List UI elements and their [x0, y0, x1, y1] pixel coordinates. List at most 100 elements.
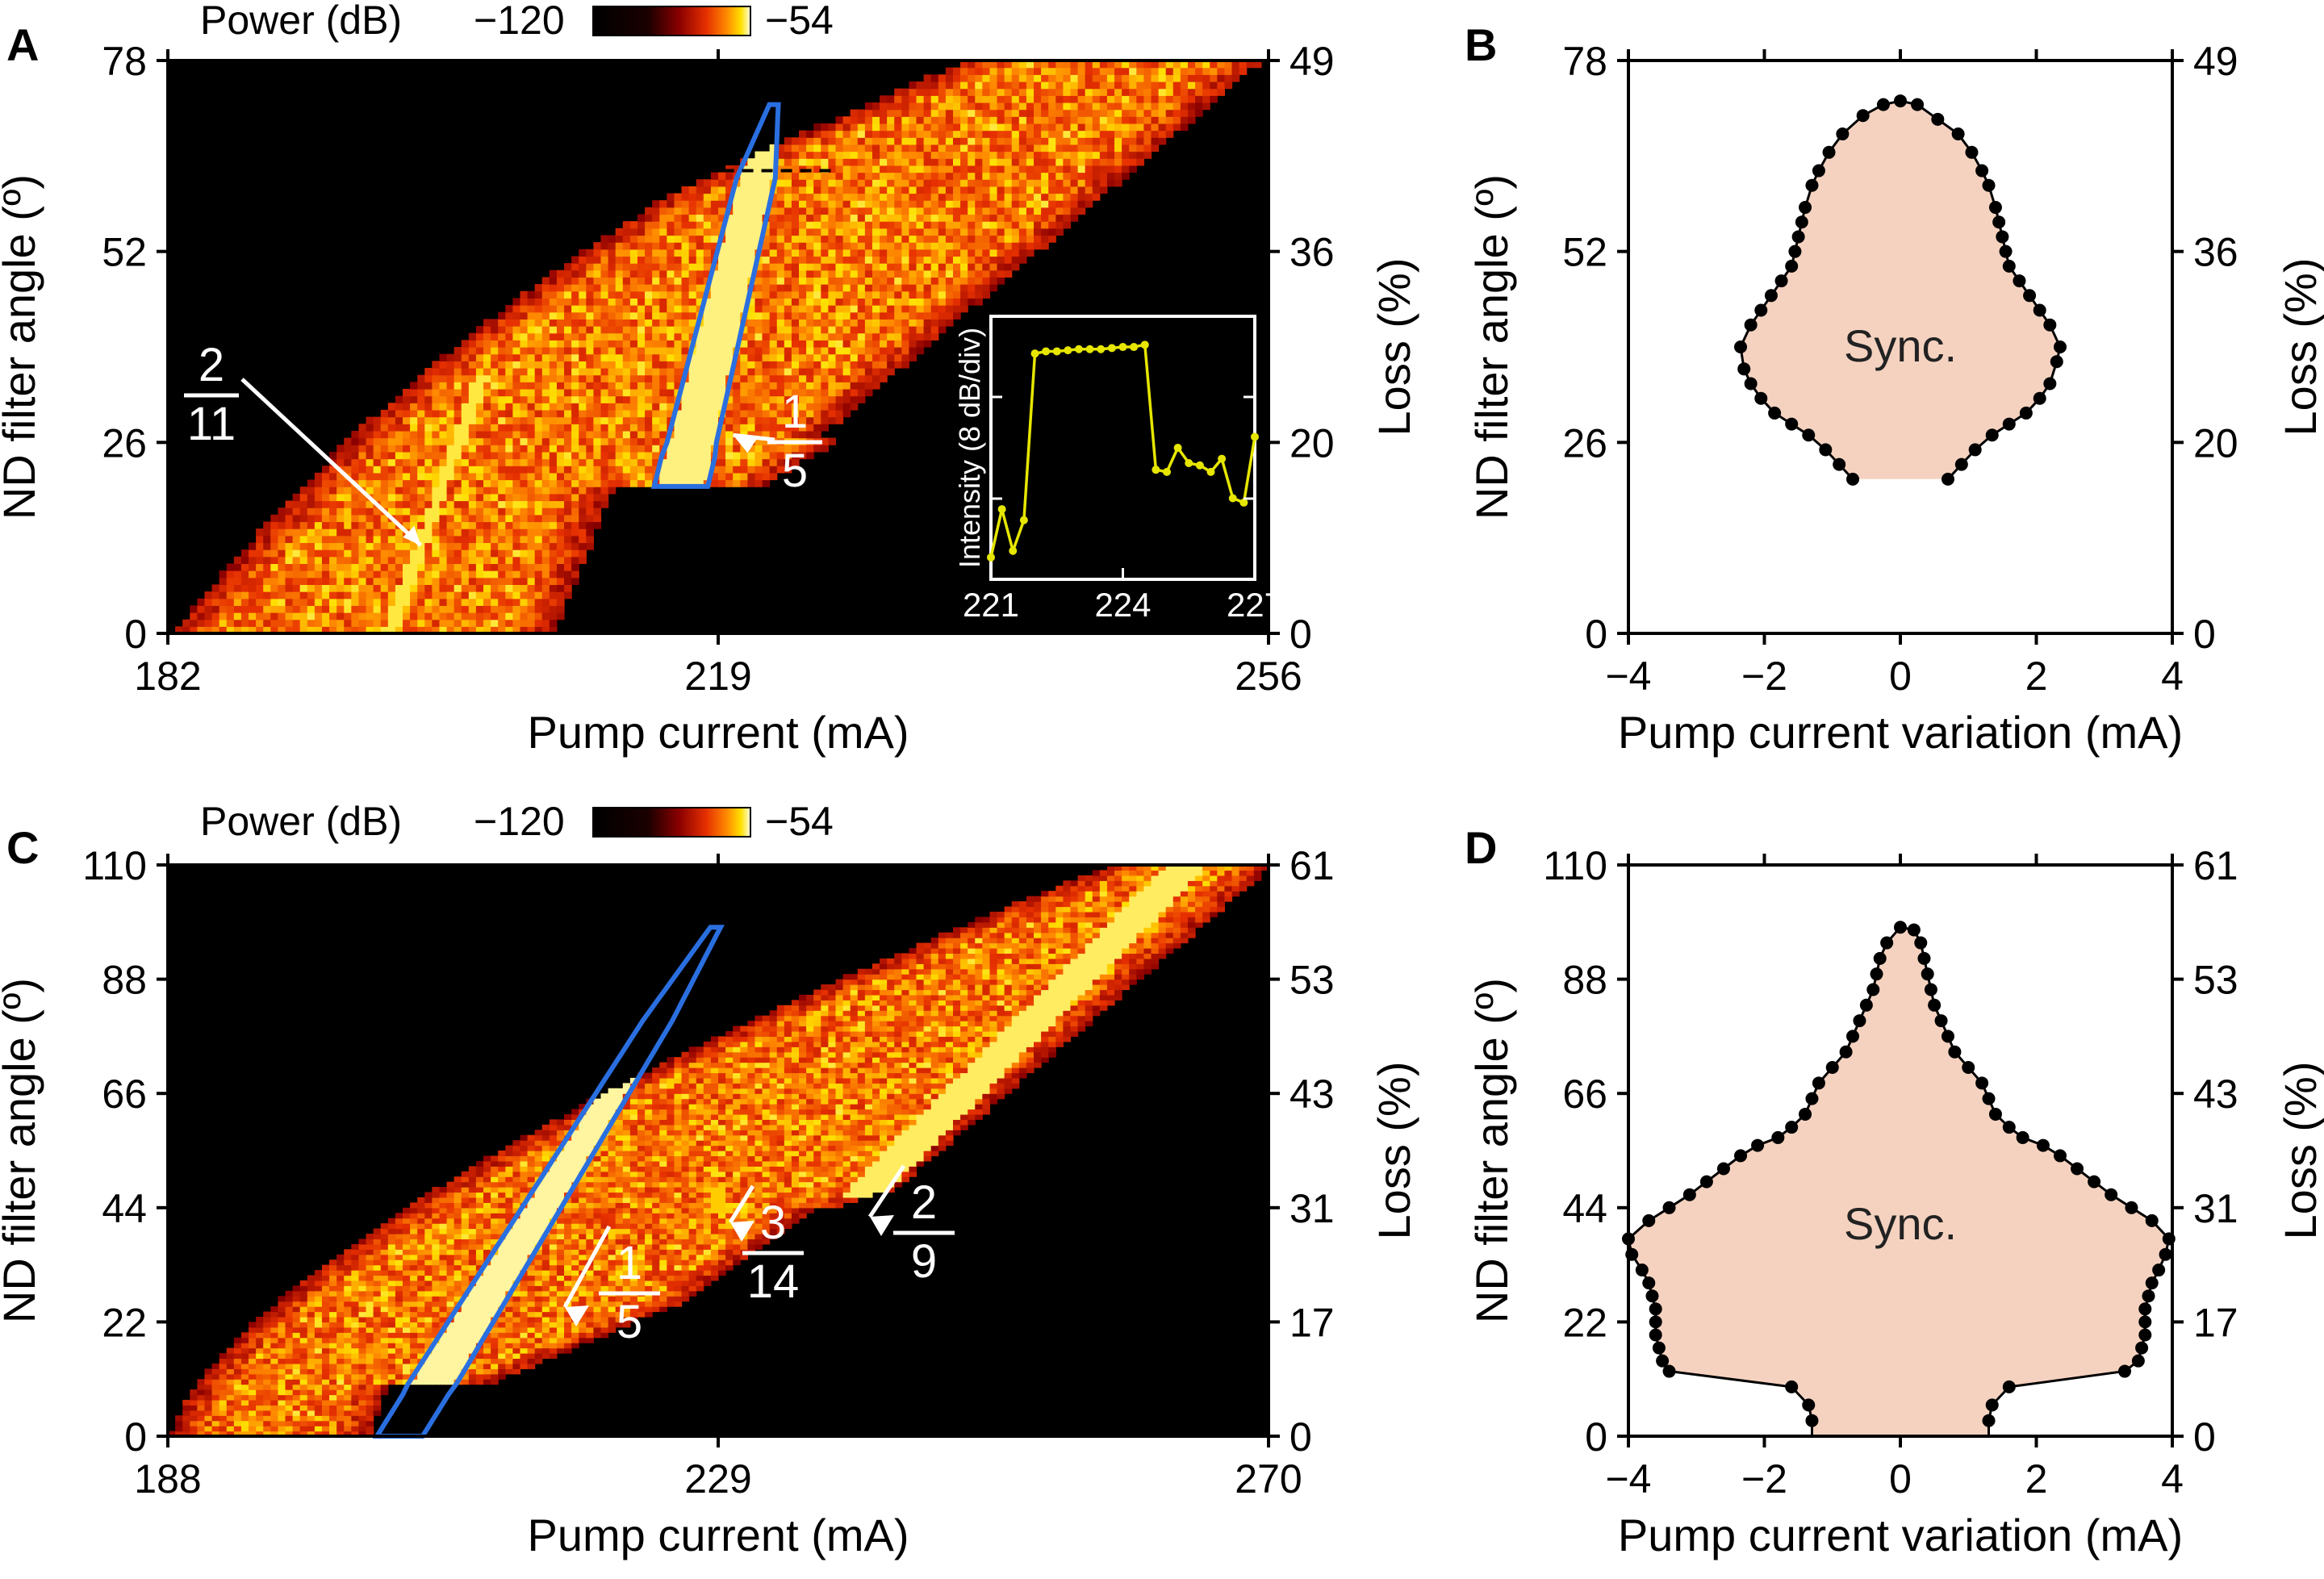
heatmap-cell [813, 144, 821, 152]
heatmap-cell [637, 445, 646, 453]
heatmap-cell [527, 347, 536, 355]
heatmap-cell [945, 165, 954, 173]
heatmap-cell [806, 235, 814, 243]
heatmap-cell [520, 556, 529, 565]
heatmap-cell [909, 340, 917, 348]
heatmap-cell [292, 556, 301, 565]
heatmap-cell [982, 158, 991, 166]
heatmap-cell [989, 95, 998, 103]
heatmap-cell [307, 535, 316, 544]
heatmap-cell [901, 144, 910, 152]
heatmap-cell [446, 353, 455, 361]
heatmap-cell [307, 514, 316, 523]
heatmap-cell [520, 472, 529, 481]
heatmap-cell [821, 416, 829, 424]
heatmap-cell [593, 395, 602, 403]
heatmap-cell [872, 332, 880, 340]
heatmap-cell [1004, 81, 1013, 90]
heatmap-cell [424, 591, 433, 599]
heatmap-cell [667, 437, 675, 445]
heatmap-cell [197, 1399, 206, 1406]
heatmap-cell [571, 367, 579, 376]
heatmap-cell [571, 298, 579, 306]
heatmap-cell [527, 577, 536, 585]
heatmap-cell [402, 521, 411, 529]
heatmap-cell [776, 361, 785, 369]
heatmap-cell [733, 186, 741, 194]
heatmap-cell [527, 591, 536, 599]
heatmap-cell [461, 424, 470, 432]
heatmap-cell [211, 1420, 220, 1427]
heatmap-cell [439, 591, 448, 599]
heatmap-cell [336, 1426, 345, 1432]
heatmap-cell [240, 570, 249, 579]
heatmap-cell [321, 514, 330, 523]
heatmap-cell [762, 193, 771, 201]
heatmap-cell [1085, 88, 1093, 96]
heatmap-cell [659, 347, 667, 355]
heatmap-cell [872, 290, 880, 299]
heatmap-cell [1195, 74, 1203, 82]
heatmap-cell [366, 514, 374, 523]
inset-point [1163, 467, 1171, 476]
heatmap-cell [512, 353, 521, 361]
heatmap-cell [968, 284, 976, 292]
heatmap-cell [733, 451, 741, 460]
heatmap-cell [549, 424, 558, 432]
heatmap-cell [534, 395, 543, 403]
heatmap-cell [358, 549, 367, 558]
heatmap-cell [850, 207, 859, 215]
heatmap-cell [564, 311, 572, 320]
heatmap-cell [652, 340, 660, 348]
heatmap-cell [733, 437, 741, 445]
heatmap-cell [725, 263, 734, 271]
heatmap-cell [776, 445, 785, 453]
heatmap-cell [806, 409, 814, 418]
heatmap-cell [703, 326, 712, 334]
heatmap-cell [491, 626, 499, 634]
heatmap-cell [1041, 116, 1049, 124]
heatmap-cell [461, 577, 470, 585]
heatmap-cell [1195, 67, 1203, 75]
heatmap-cell [659, 430, 667, 439]
heatmap-cell [813, 200, 821, 208]
heatmap-cell [681, 479, 690, 487]
heatmap-cell [703, 403, 712, 411]
heatmap-cell [564, 549, 572, 558]
heatmap-cell [541, 340, 550, 348]
heatmap-cell [549, 598, 558, 606]
heatmap-cell [233, 591, 242, 599]
heatmap-cell [439, 388, 448, 397]
heatmap-cell [292, 1420, 301, 1427]
heatmap-cell [718, 395, 726, 403]
heatmap-cell [835, 416, 844, 424]
heatmap-cell [278, 514, 286, 523]
heatmap-cell [916, 221, 925, 229]
heatmap-cell [725, 445, 734, 453]
heatmap-cell [314, 619, 323, 627]
heatmap-cell [461, 591, 470, 599]
heatmap-cell [600, 367, 609, 376]
heatmap-cell [556, 311, 565, 320]
heatmap-cell [629, 430, 638, 439]
heatmap-cell [850, 284, 859, 292]
heatmap-cell [432, 367, 441, 376]
heatmap-cell [857, 193, 866, 201]
heatmap-cell [872, 228, 880, 236]
heatmap-cell [505, 605, 513, 613]
boundary-point [1982, 178, 1996, 192]
heatmap-cell [556, 340, 565, 348]
heatmap-cell [821, 319, 829, 327]
heatmap-cell [828, 123, 837, 132]
heatmap-cell [1018, 130, 1027, 138]
heatmap-cell [541, 367, 550, 376]
heatmap-cell [336, 591, 345, 599]
heatmap-cell [270, 598, 278, 606]
heatmap-cell [872, 235, 880, 243]
heatmap-cell [821, 290, 829, 299]
heatmap-cell [806, 340, 814, 348]
heatmap-cell [593, 332, 602, 340]
heatmap-cell [461, 584, 470, 592]
heatmap-cell [475, 388, 484, 397]
heatmap-cell [556, 514, 565, 523]
